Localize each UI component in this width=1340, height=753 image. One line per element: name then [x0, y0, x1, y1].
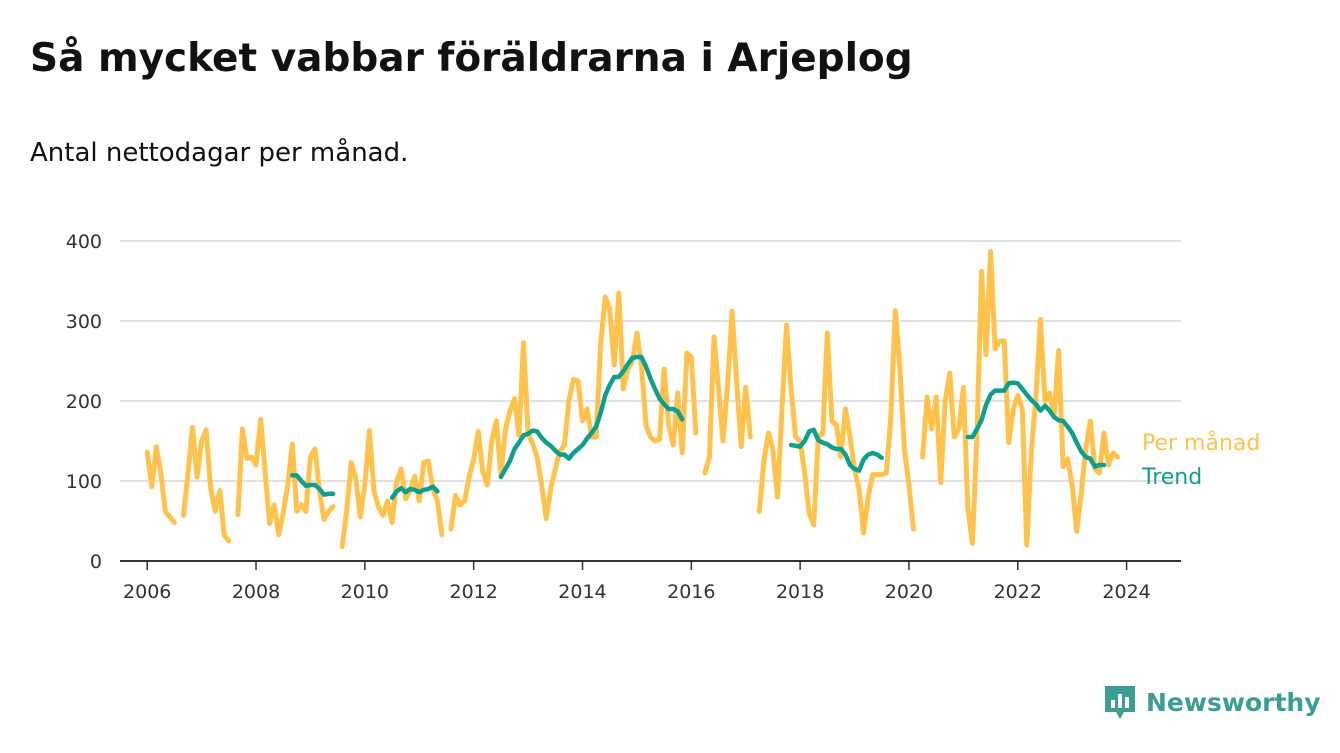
- x-tick-label: 2008: [232, 581, 280, 603]
- y-tick-label: 400: [66, 231, 102, 253]
- y-tick-label: 100: [66, 471, 102, 493]
- series-line-segment: [339, 428, 445, 550]
- brand-name: Newsworthy: [1146, 687, 1321, 717]
- x-tick-label: 2016: [667, 581, 715, 603]
- series-line-segment: [756, 308, 916, 536]
- x-tick-label: 2014: [558, 581, 606, 603]
- axes: 0 100 200 300 400 2006 2008 2010 2012 2014 2016 201…: [66, 231, 1181, 603]
- series-line-segment: [920, 248, 1120, 548]
- x-tick-label: 2010: [341, 581, 389, 603]
- y-tick-label: 0: [90, 551, 102, 573]
- series-lines: [144, 248, 1120, 550]
- y-tick-label: 200: [66, 391, 102, 413]
- series-line-segment: [144, 444, 177, 526]
- series-line-segment: [498, 354, 685, 480]
- newsworthy-logo: Newsworthy: [1102, 683, 1321, 721]
- x-tick-label: 2018: [776, 581, 824, 603]
- legend-label-per-manad: Per månad: [1142, 430, 1260, 456]
- y-tick-label: 300: [66, 311, 102, 333]
- x-tick-label: 2022: [994, 581, 1042, 603]
- chart-subtitle: Antal nettodagar per månad.: [30, 138, 409, 168]
- series-trend: [290, 354, 1107, 501]
- series-line-segment: [181, 424, 232, 544]
- legend-label-trend: Trend: [1141, 465, 1202, 490]
- series-line-segment: [965, 380, 1107, 469]
- series-per-manad: [144, 248, 1120, 550]
- legend: Per månad Trend: [1141, 430, 1260, 490]
- series-line-segment: [389, 484, 440, 501]
- chart-title: Så mycket vabbar föräldrarna i Arjeplog: [30, 36, 913, 81]
- x-tick-label: 2020: [885, 581, 933, 603]
- series-line-segment: [290, 473, 336, 497]
- x-tick-label: 2024: [1102, 581, 1150, 603]
- x-tick-label: 2012: [449, 581, 497, 603]
- newsworthy-logo-icon: [1105, 686, 1135, 719]
- series-line-segment: [235, 416, 336, 538]
- series-line-segment: [788, 427, 884, 473]
- series-line-segment: [448, 290, 699, 532]
- x-tick-label: 2006: [123, 581, 171, 603]
- series-line-segment: [702, 308, 753, 476]
